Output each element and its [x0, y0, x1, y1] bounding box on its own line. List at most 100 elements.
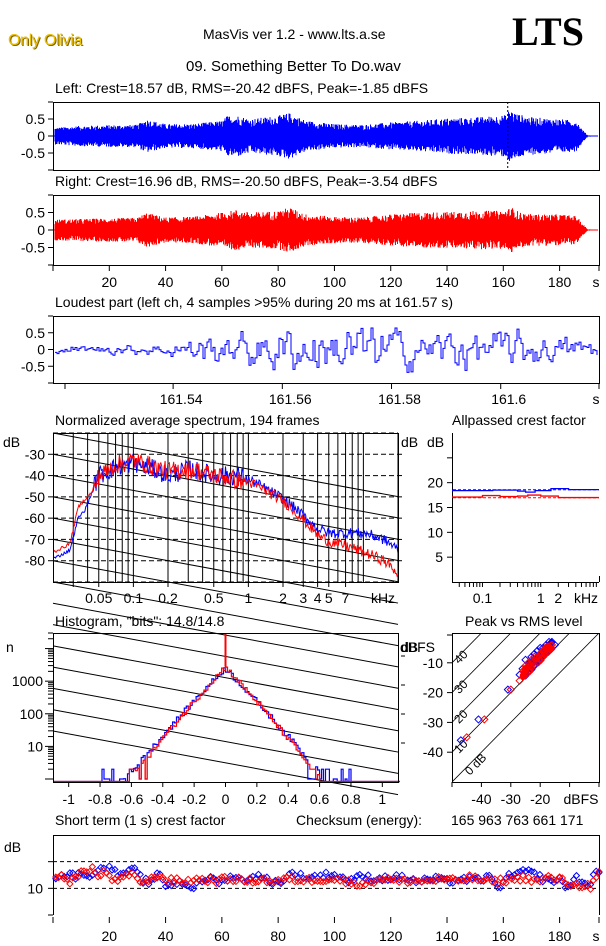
short-term-point-right: [296, 877, 305, 885]
short-term-point-right: [114, 877, 122, 886]
peak-rms-crest-label: 30: [451, 677, 471, 697]
short-term-point-right: [558, 874, 567, 882]
short-term-point-right: [305, 873, 313, 882]
allpassed-ylabel: dB: [427, 434, 444, 450]
loudest-xtick-label: 161.54: [160, 391, 203, 407]
allpassed-ytick-label: 20: [427, 475, 443, 491]
short-term-point-right: [412, 876, 420, 885]
peak-rms-ylabel: dBFS: [400, 639, 435, 655]
short-term-point-right: [344, 876, 353, 884]
short-term-point-left: [108, 866, 116, 874]
short-term-point-right: [401, 875, 409, 883]
peak-rms-crest-line: [452, 633, 482, 664]
loudest-part-frame: [53, 316, 600, 384]
short-term-point-right: [544, 871, 553, 880]
short-term-point-right: [277, 878, 285, 886]
short-term-point-right: [251, 878, 260, 887]
peak-rms-xtick-label: -20: [530, 791, 550, 807]
short-term-point-left: [99, 864, 108, 872]
left-waveform-ytick-label: -0.5: [21, 145, 45, 161]
spectrum-slope-line: [52, 581, 399, 647]
short-term-point-right: [285, 876, 294, 884]
allpassed-series-right: [452, 494, 599, 499]
short-term-point-right: [533, 876, 541, 884]
xtick-label: 100: [323, 274, 347, 290]
loudest-xtick-label: 161.58: [378, 391, 421, 407]
loudest-ytick-label: -0.5: [21, 358, 45, 374]
loudest-part-title: Loudest part (left ch, 4 samples >95% du…: [55, 294, 454, 310]
histogram-xtick-label: 0: [222, 791, 230, 807]
short-term-point-right: [505, 873, 513, 881]
short-term-point-right: [240, 878, 249, 886]
short-term-point-right: [384, 873, 392, 882]
spectrum-slope-line: [52, 560, 399, 625]
allpassed-xtick-label: 1: [537, 590, 545, 606]
short-term-xtick-label: 80: [270, 928, 286, 944]
right-waveform-ytick-label: 0.5: [26, 205, 46, 221]
spectrum-xtick-label: 5: [325, 590, 333, 606]
checksum-value: 165 963 763 661 171: [451, 812, 584, 828]
short-term-point-right: [569, 881, 578, 889]
xtick-label: 60: [214, 274, 230, 290]
short-term-point-right: [94, 873, 102, 881]
short-term-point-right: [308, 878, 316, 887]
short-term-point-left: [66, 869, 74, 877]
short-term-point-right: [477, 876, 485, 885]
allpassed-title: Allpassed crest factor: [452, 412, 586, 428]
short-term-point-left: [569, 875, 578, 884]
allpassed-xtick-label: 2: [554, 590, 562, 606]
left-waveform-title: Left: Crest=18.57 dB, RMS=-20.42 dBFS, P…: [55, 80, 429, 96]
short-term-xtick-label: 180: [548, 928, 572, 944]
short-term-point-right: [178, 879, 187, 887]
histogram-xtick-label: -0.2: [182, 791, 206, 807]
spectrum-xtick-label: 1: [244, 590, 252, 606]
spectrum-xtick-label: 0.1: [124, 590, 144, 606]
short-term-point-right: [229, 877, 237, 886]
allpassed-xunit: kHz: [574, 590, 598, 606]
histogram-ytick-label: 100: [20, 706, 44, 722]
spectrum-xtick-label: 0.05: [85, 590, 112, 606]
short-term-point-right: [218, 873, 226, 881]
short-term-point-right: [378, 875, 386, 883]
short-term-point-right: [204, 878, 212, 887]
histogram-xtick-label: 1: [378, 791, 386, 807]
short-term-point-right: [398, 875, 406, 884]
peak-rms-ytick-label: -10: [423, 655, 443, 671]
short-term-point-right: [539, 874, 547, 883]
short-term-ylabel: dB: [4, 839, 21, 855]
short-term-point-right: [212, 879, 220, 888]
short-term-point-left: [524, 866, 533, 874]
short-term-point-right: [403, 879, 412, 888]
right-waveform-ytick-label: -0.5: [21, 240, 45, 256]
short-term-point-right: [561, 879, 569, 887]
spectrum-slope-line: [52, 645, 399, 710]
spectrum-frame: [53, 433, 399, 583]
peak-rms-point-right: [543, 642, 551, 650]
xtick-label: 120: [379, 274, 403, 290]
short-term-point-left: [578, 878, 586, 886]
lts-logo: LTS: [512, 9, 584, 54]
short-term-point-left: [206, 872, 215, 881]
short-term-point-right: [440, 876, 448, 884]
short-term-point-right: [499, 878, 508, 886]
xtick-label: 80: [270, 274, 286, 290]
short-term-point-right: [66, 880, 74, 888]
short-term-point-right: [513, 873, 522, 881]
short-term-point-right: [232, 877, 240, 886]
peak-rms-ytick-label: -20: [423, 685, 443, 701]
short-term-point-right: [71, 872, 80, 881]
peak-rms-crest-line: [452, 633, 512, 693]
short-term-xunit: s: [593, 928, 600, 944]
xtick-label: 160: [492, 274, 516, 290]
peak-rms-point-right: [524, 661, 533, 669]
short-term-point-left: [350, 876, 358, 884]
short-term-point-right: [133, 874, 142, 883]
app-title: MasVis ver 1.2 - www.lts.a.se: [203, 26, 386, 42]
allpassed-ytick-label: 5: [435, 549, 443, 565]
short-term-point-left: [502, 874, 510, 882]
peak-rms-ytick-label: -40: [423, 744, 443, 760]
short-term-point-right: [485, 874, 493, 882]
short-term-point-left: [364, 871, 372, 879]
histogram-xtick-label: 0.6: [310, 791, 330, 807]
